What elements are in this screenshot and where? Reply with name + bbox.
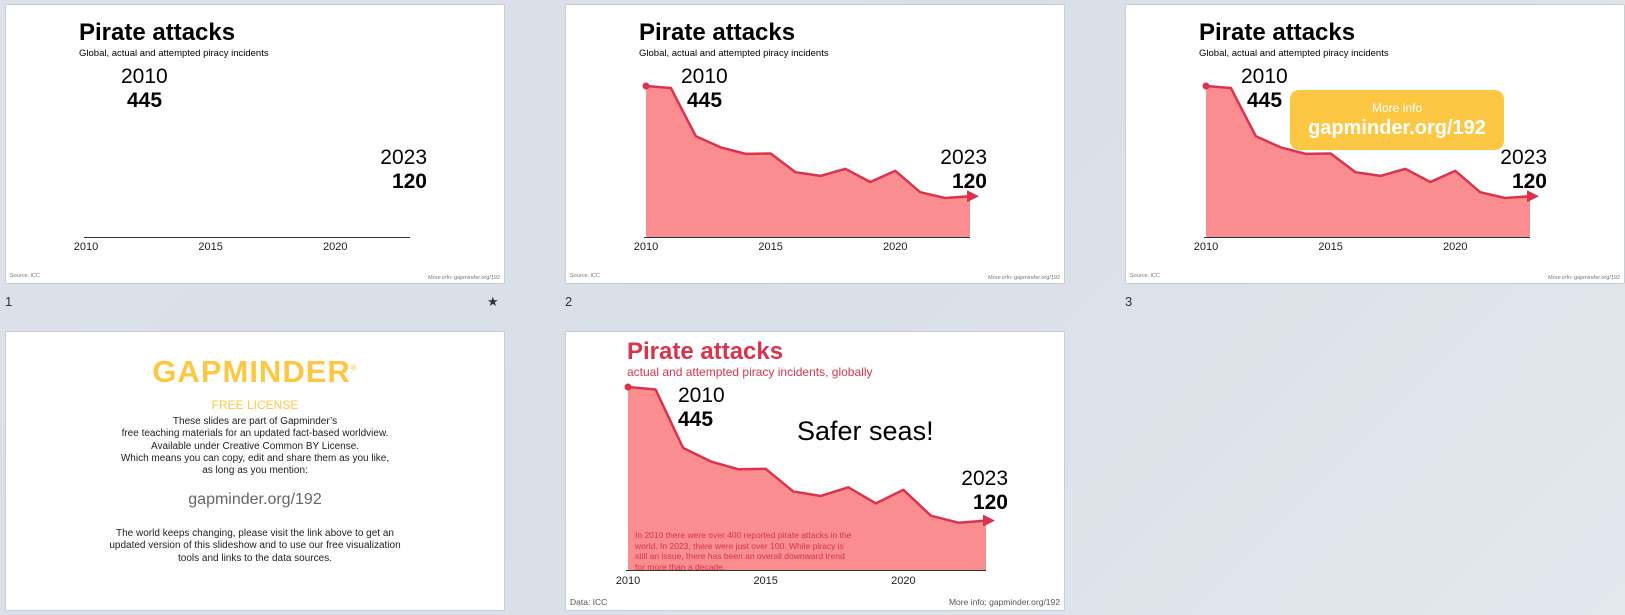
slide-number-3: 3 <box>1125 294 1133 309</box>
end-value-label: 120 <box>951 170 987 193</box>
area-fill <box>646 86 970 237</box>
x-tick-label: 2015 <box>758 241 782 253</box>
x-tick-label: 2020 <box>883 241 907 253</box>
start-value-label: 445 <box>678 408 714 431</box>
slide-number-1: 1 <box>5 294 13 309</box>
slide-thumbnail-3[interactable]: 2010 2015 2020 Pirate attacks Global, actu… <box>1125 4 1625 284</box>
headline-text: Safer seas! <box>797 416 934 446</box>
x-tick-label: 2015 <box>198 241 222 253</box>
end-year-label: 2023 <box>1500 146 1547 169</box>
annotation-note: In 2010 there were over 400 reported pir… <box>635 530 852 572</box>
x-tick-label: 2010 <box>74 241 98 253</box>
slide-subtitle: Global, actual and attempted piracy inci… <box>639 48 829 59</box>
slide-subtitle: Global, actual and attempted piracy inci… <box>79 48 269 59</box>
start-year-label: 2010 <box>681 65 728 88</box>
start-point <box>642 82 650 90</box>
more-info-text: More info: gapminder.org/192 <box>1548 275 1620 281</box>
area-fill <box>628 387 986 570</box>
end-arrow-icon <box>983 514 995 527</box>
area-chart: 2010 2015 2020 <box>616 383 995 587</box>
end-year-label: 2023 <box>940 146 987 169</box>
license-text: These slides are part of Gapminder’s fre… <box>120 416 390 477</box>
end-year-label: 2023 <box>961 467 1008 490</box>
slide-title: Pirate attacks <box>639 19 796 46</box>
more-info-text: More info: gapminder.org/192 <box>948 597 1060 607</box>
license-footer-text: The world keeps changing, please visit t… <box>109 528 401 564</box>
x-tick-label: 2015 <box>753 575 777 587</box>
slide-thumbnail-4[interactable]: GAPMINDER® FREE LICENSE These slides are… <box>5 331 505 611</box>
slide-thumbnail-5[interactable]: 2010 2015 2020 Pirate attacks actual and a… <box>565 331 1065 611</box>
start-value-label: 445 <box>687 89 723 112</box>
x-tick-label: 2020 <box>1443 241 1467 253</box>
license-link[interactable]: gapminder.org/192 <box>188 491 322 508</box>
series-line <box>627 385 987 524</box>
x-tick-label: 2020 <box>323 241 347 253</box>
end-year-label: 2023 <box>380 146 427 169</box>
more-info-text: More info: gapminder.org/192 <box>428 275 500 281</box>
x-tick-label: 2010 <box>1194 241 1218 253</box>
x-tick-label: 2010 <box>634 241 658 253</box>
slide-title: Pirate attacks <box>627 338 784 365</box>
start-year-label: 2010 <box>678 384 725 407</box>
star-icon[interactable]: ★ <box>487 294 499 309</box>
end-value-label: 120 <box>391 170 427 193</box>
slide-subtitle: actual and attempted piracy incidents, g… <box>627 365 873 379</box>
start-value-label: 445 <box>127 89 163 112</box>
slide-thumbnail-2[interactable]: 2010 2015 2020 Pirate attacks Global, actu… <box>565 4 1065 284</box>
start-point <box>624 383 632 391</box>
area-chart: 2010 2015 2020 <box>1194 82 1539 253</box>
slide-subtitle: Global, actual and attempted piracy inci… <box>1199 48 1389 59</box>
slide-thumbnail-1[interactable]: Pirate attacks Global, actual and attemp… <box>5 4 505 284</box>
area-chart: 2010 2015 2020 <box>634 82 979 253</box>
source-text: Source: ICC <box>570 273 600 279</box>
slide-number-2: 2 <box>565 294 573 309</box>
slide-title: Pirate attacks <box>79 19 236 46</box>
series-line <box>645 84 971 200</box>
start-year-label: 2010 <box>121 65 168 88</box>
slide-title: Pirate attacks <box>1199 19 1356 46</box>
start-value-label: 445 <box>1247 89 1283 112</box>
area-fill <box>1206 86 1530 237</box>
x-tick-label: 2010 <box>616 575 640 587</box>
series-line <box>1205 84 1531 200</box>
license-heading: FREE LICENSE <box>211 398 299 412</box>
x-tick-label: 2015 <box>1318 241 1342 253</box>
source-text: Data: ICC <box>570 597 608 607</box>
end-arrow-icon <box>967 190 979 203</box>
x-tick-label: 2020 <box>891 575 915 587</box>
callout-link: gapminder.org/192 <box>1308 117 1486 139</box>
start-point <box>1202 82 1210 90</box>
more-info-callout[interactable]: More info gapminder.org/192 <box>1290 90 1504 150</box>
end-arrow-icon <box>1527 190 1539 203</box>
gapminder-logo: GAPMINDER® <box>152 354 358 389</box>
source-text: Source: ICC <box>1130 273 1160 279</box>
chart-axis-only: 2010 2015 2020 <box>74 237 410 253</box>
more-info-text: More info: gapminder.org/192 <box>988 275 1060 281</box>
start-year-label: 2010 <box>1241 65 1288 88</box>
callout-line1: More info <box>1371 101 1423 115</box>
end-value-label: 120 <box>972 491 1008 514</box>
end-value-label: 120 <box>1511 170 1547 193</box>
source-text: Source: ICC <box>10 273 40 279</box>
